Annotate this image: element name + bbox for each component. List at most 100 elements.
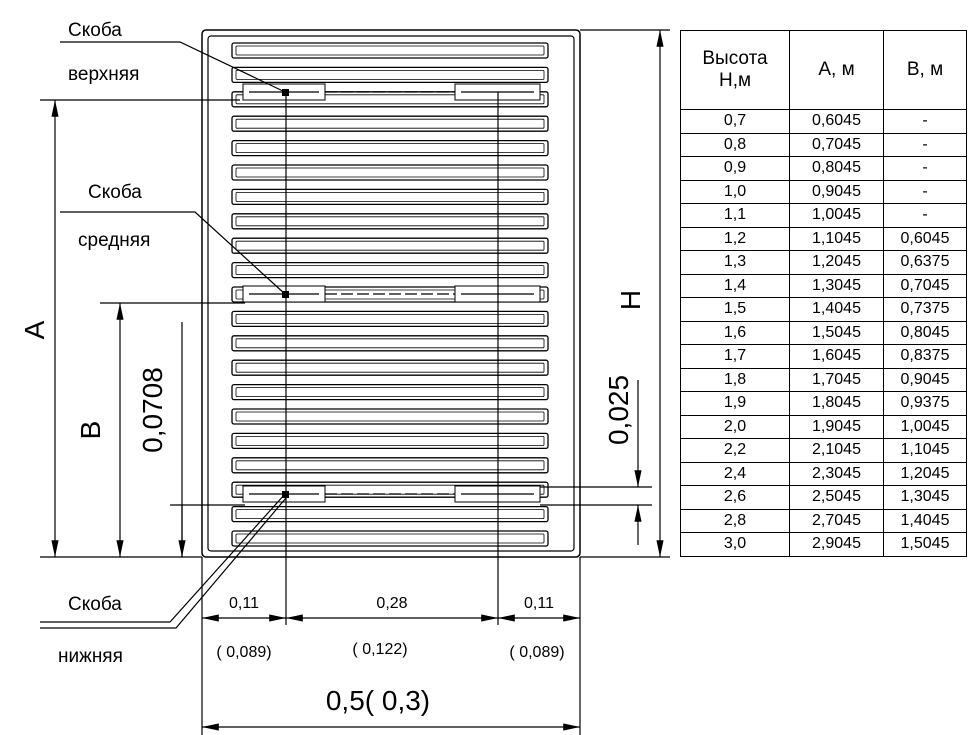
dim-text: 0,025 <box>603 375 634 445</box>
dim-text: B <box>75 421 106 440</box>
slat <box>231 481 549 498</box>
table-cell: 1,8 <box>680 367 790 392</box>
slat <box>231 310 549 328</box>
table-row: 1,2 1,1045 0,6045 <box>680 226 967 251</box>
slat-inner <box>235 460 545 471</box>
table-cell: 1,4045 <box>883 508 967 533</box>
table-cell: 1,9 <box>680 391 790 416</box>
slat-inner <box>235 70 545 80</box>
dim-text: 0,28 <box>376 595 407 612</box>
slat <box>231 408 549 425</box>
table-row: 2,8 2,7045 1,4045 <box>680 508 967 533</box>
slat <box>231 505 549 523</box>
table-cell: 2,8 <box>680 508 790 533</box>
table-cell: - <box>883 132 967 157</box>
dim-text: ( 0,089) <box>216 644 271 661</box>
table-cell: 0,9045 <box>883 367 967 392</box>
table-cell: 1,5 <box>680 297 790 322</box>
table-row: 1,3 1,2045 0,6375 <box>680 250 967 275</box>
slat <box>231 213 549 230</box>
table-row: 2,2 2,1045 1,1045 <box>680 438 967 463</box>
slat <box>231 42 549 59</box>
table-cell: 0,6045 <box>789 109 884 134</box>
table-cell: 0,6045 <box>883 226 967 251</box>
slat-inner <box>235 289 545 300</box>
leader-label: средняя <box>78 230 150 251</box>
slat <box>231 530 549 547</box>
slat <box>231 66 549 84</box>
table-cell: 1,1045 <box>883 438 967 463</box>
table-cell: 1,3 <box>680 250 790 275</box>
slat <box>231 432 549 450</box>
slat-inner <box>235 94 545 105</box>
slat-inner <box>235 191 545 202</box>
table-cell: 0,7045 <box>789 132 884 157</box>
table-cell: 1,2045 <box>883 461 967 486</box>
table-cell: 0,8375 <box>883 344 967 369</box>
slat-inner <box>235 387 545 398</box>
slat <box>231 457 549 474</box>
table-row: 1,8 1,7045 0,9045 <box>680 367 967 392</box>
slat <box>231 286 549 303</box>
table-cell: 0,8045 <box>883 320 967 345</box>
grille <box>201 29 581 558</box>
table-cell: 1,9045 <box>789 414 884 439</box>
table-cell: 0,7045 <box>883 273 967 298</box>
slat-inner <box>235 167 545 178</box>
slat-inner <box>235 313 545 324</box>
table-cell: 0,6375 <box>883 250 967 275</box>
slat <box>231 335 549 352</box>
slat <box>231 383 549 401</box>
slat-inner <box>235 240 545 251</box>
table-cell: 1,5045 <box>883 532 967 557</box>
table-cell: 0,9045 <box>789 179 884 204</box>
table-cell: В, м <box>883 30 967 110</box>
dim-text: H <box>615 290 646 310</box>
table-cell: 1,6 <box>680 320 790 345</box>
slat <box>231 188 549 206</box>
table-row: 2,0 1,9045 1,0045 <box>680 414 967 439</box>
slat-inner <box>235 265 545 276</box>
table-cell: 1,4045 <box>789 297 884 322</box>
table-cell: 1,7045 <box>789 367 884 392</box>
table-cell: 0,7 <box>680 109 790 134</box>
table-cell: 2,7045 <box>789 508 884 533</box>
table-cell: - <box>883 156 967 181</box>
table-row: 1,9 1,8045 0,9375 <box>680 391 967 416</box>
table-row: 1,7 1,6045 0,8375 <box>680 344 967 369</box>
dimension-lines <box>40 29 670 735</box>
slat-inner <box>235 338 545 349</box>
table-cell: 1,0045 <box>789 203 884 228</box>
slat-inner <box>235 435 545 446</box>
leader-label: Скоба <box>88 182 142 203</box>
slat <box>231 237 549 254</box>
table-row: 1,0 0,9045- <box>680 179 967 204</box>
table-cell: Высота Н,м <box>680 30 790 110</box>
table-cell: 1,1045 <box>789 226 884 251</box>
table-cell: 0,7375 <box>883 297 967 322</box>
table-cell: 1,2045 <box>789 250 884 275</box>
dim-text: ( 0,089) <box>509 644 564 661</box>
table-cell: 2,1045 <box>789 438 884 463</box>
table-cell: - <box>883 179 967 204</box>
table-row: 2,4 2,3045 1,2045 <box>680 461 967 486</box>
slat-inner <box>235 143 545 154</box>
labels: Скоба верхняя Скоба средняя Скоба нижняя <box>58 20 150 667</box>
table-cell: 1,4 <box>680 273 790 298</box>
table-cell: 1,0 <box>680 179 790 204</box>
table-row: 2,6 2,5045 1,3045 <box>680 485 967 510</box>
slat <box>231 359 549 376</box>
slat <box>231 115 549 132</box>
table-row: 0,8 0,7045- <box>680 132 967 157</box>
table-cell: 1,7 <box>680 344 790 369</box>
table-row: 3,0 2,9045 1,5045 <box>680 532 967 557</box>
table-row: 0,9 0,8045- <box>680 156 967 181</box>
table-cell: 2,0 <box>680 414 790 439</box>
drawing: Скоба верхняя Скоба средняя Скоба нижняя… <box>19 20 670 735</box>
table-cell: 2,9045 <box>789 532 884 557</box>
dim-text: 0,11 <box>229 595 259 612</box>
table-row: 1,5 1,4045 0,7375 <box>680 297 967 322</box>
table-cell: 1,1 <box>680 203 790 228</box>
dim-text: A <box>19 320 50 339</box>
